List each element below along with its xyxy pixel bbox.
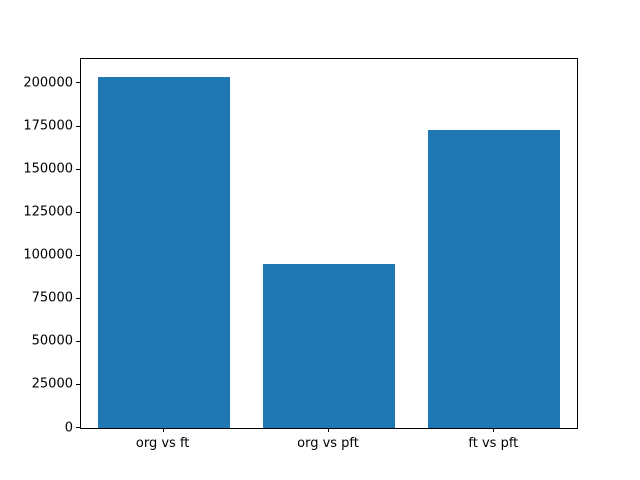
bar-ft-vs-pft: [428, 129, 561, 428]
y-axis-tick-label: 125000: [23, 204, 73, 220]
y-axis-tick-label: 50000: [31, 333, 73, 349]
y-axis-tick-mark: [76, 211, 80, 213]
y-axis-tick-mark: [76, 427, 80, 428]
y-axis-tick-label: 0: [64, 420, 73, 435]
y-axis-tick-label: 150000: [23, 161, 73, 177]
y-axis-tick-mark: [76, 168, 80, 170]
y-axis-tick-mark: [76, 340, 80, 342]
y-axis-tick-mark: [76, 254, 80, 256]
y-axis-tick-mark: [76, 125, 80, 127]
bar-org-vs-ft: [97, 76, 230, 428]
x-axis-tick-label: org vs ft: [135, 436, 190, 451]
y-axis-tick-label: 175000: [23, 118, 73, 134]
y-axis-tick-mark: [76, 297, 80, 299]
bar-org-vs-pft: [262, 264, 396, 428]
plot-area: [80, 58, 578, 429]
y-axis-tick-mark: [76, 383, 80, 385]
x-axis-tick-mark: [493, 428, 495, 432]
y-axis-tick-label: 75000: [31, 290, 73, 306]
x-axis-tick-mark: [162, 428, 164, 432]
x-axis-tick-label: ft vs pft: [468, 436, 519, 451]
x-axis-tick-mark: [328, 428, 329, 432]
y-axis-tick-label: 100000: [23, 247, 73, 263]
x-axis-tick-label: org vs pft: [297, 436, 359, 451]
y-axis-tick-label: 200000: [23, 75, 73, 91]
y-axis-tick-label: 25000: [31, 376, 73, 392]
y-axis-tick-mark: [76, 82, 80, 84]
